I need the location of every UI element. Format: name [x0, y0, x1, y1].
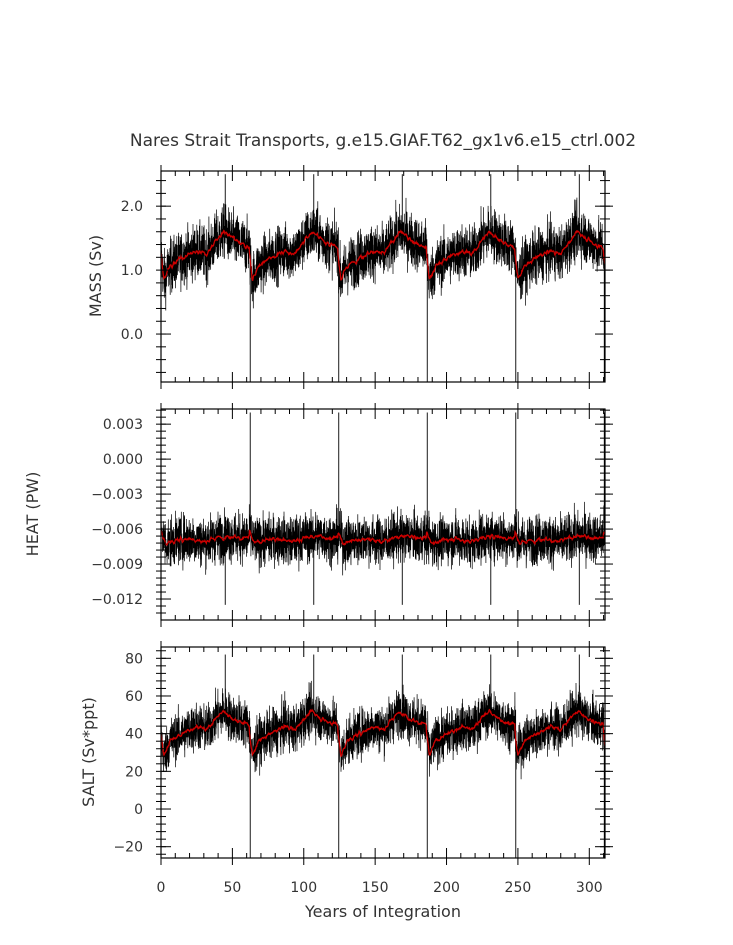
heat-plot-area — [161, 412, 605, 605]
salt-y-tick-label: 20 — [125, 764, 143, 780]
salt-y-tick-label: 40 — [125, 727, 143, 743]
x-tick-label: 0 — [157, 880, 166, 896]
heat-plot-frame — [160, 408, 606, 621]
mass-y-tick-label: 1.0 — [121, 263, 143, 279]
salt-plot-area — [161, 654, 605, 858]
x-tick-labels: 0 50 100 150 200 250 300 — [157, 880, 603, 896]
heat-raw-series — [161, 501, 605, 576]
salt-y-tick-label: 80 — [125, 651, 143, 667]
heat-y-tick-label: 0.000 — [103, 452, 143, 468]
salt-smoothed-series — [161, 708, 605, 758]
mass-y-tick-label: 0.0 — [121, 327, 143, 343]
salt-y-tick-labels: −20 0 20 40 60 80 — [113, 651, 143, 855]
heat-y-tick-label: −0.006 — [91, 522, 143, 538]
x-tick-label: 200 — [433, 880, 460, 896]
salt-plot-frame — [160, 646, 606, 859]
panel-salt: −20 0 20 40 60 80 SALT (Sv*ppt) — [79, 641, 613, 865]
heat-smoothed-series — [161, 529, 605, 546]
heat-y-axis-label: HEAT (PW) — [23, 472, 42, 557]
heat-y-tick-labels: −0.012 −0.009 −0.006 −0.003 0.000 0.003 — [91, 417, 143, 608]
panel-mass: 0.0 1.0 2.0 MASS (Sv) — [86, 165, 613, 389]
x-axis-label: Years of Integration — [304, 902, 461, 921]
heat-y-tick-label: −0.012 — [91, 592, 143, 608]
mass-smoothed-series — [161, 229, 605, 282]
mass-y-axis-label: MASS (Sv) — [86, 235, 105, 317]
heat-y-tick-label: −0.009 — [91, 557, 143, 573]
mass-plot-frame — [160, 170, 606, 383]
heat-tick-marks — [156, 403, 613, 627]
salt-y-tick-label: 60 — [125, 689, 143, 705]
panel-heat: −0.012 −0.009 −0.006 −0.003 0.000 0.003 HEAT … — [23, 403, 613, 627]
x-tick-label: 250 — [505, 880, 532, 896]
salt-y-axis-label: SALT (Sv*ppt) — [79, 697, 98, 807]
chart-title: Nares Strait Transports, g.e15.GIAF.T62_… — [130, 131, 636, 151]
mass-raw-series — [161, 197, 605, 311]
salt-raw-series — [161, 680, 605, 780]
mass-tick-marks — [156, 165, 613, 389]
heat-y-tick-label: 0.003 — [103, 417, 143, 433]
x-tick-label: 300 — [576, 880, 603, 896]
salt-y-tick-label: −20 — [113, 840, 143, 856]
mass-y-tick-labels: 0.0 1.0 2.0 — [121, 199, 143, 343]
x-tick-label: 50 — [223, 880, 241, 896]
heat-y-tick-label: −0.003 — [91, 487, 143, 503]
salt-y-tick-label: 0 — [134, 802, 143, 818]
mass-y-tick-label: 2.0 — [121, 199, 143, 215]
mass-plot-area — [161, 174, 605, 382]
x-tick-label: 100 — [290, 880, 317, 896]
salt-tick-marks — [156, 641, 613, 865]
x-tick-label: 150 — [362, 880, 389, 896]
